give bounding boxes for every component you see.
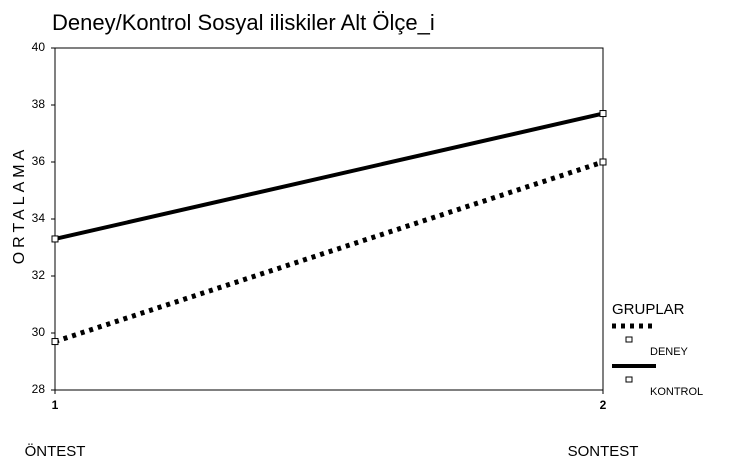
- y-tick-label: 32: [32, 268, 46, 282]
- y-tick-label: 36: [32, 154, 46, 168]
- y-axis-label: ORTALAMA: [11, 146, 28, 265]
- legend-title: GRUPLAR: [612, 301, 685, 318]
- series-line: [54, 159, 604, 344]
- x-tick-label: 2: [600, 398, 607, 412]
- x-annotation: ÖNTEST: [25, 442, 86, 460]
- legend-marker: [625, 336, 633, 343]
- legend-marker: [625, 376, 633, 383]
- point-marker: [51, 338, 59, 346]
- y-tick-label: 38: [32, 97, 46, 111]
- legend-label: KONTROL: [650, 386, 703, 398]
- point-marker: [599, 158, 607, 166]
- series-line: [54, 111, 604, 241]
- y-tick-label: 40: [32, 40, 46, 54]
- chart-title: Deney/Kontrol Sosyal iliskiler Alt Ölçe_…: [52, 10, 435, 35]
- y-tick-label: 34: [32, 211, 46, 225]
- legend-label: DENEY: [650, 346, 689, 358]
- point-marker: [51, 235, 59, 243]
- point-marker: [599, 110, 607, 118]
- y-tick-label: 30: [32, 325, 46, 339]
- x-annotation: SONTEST: [568, 443, 639, 460]
- x-tick-label: 1: [52, 398, 59, 412]
- y-tick-label: 28: [32, 382, 46, 396]
